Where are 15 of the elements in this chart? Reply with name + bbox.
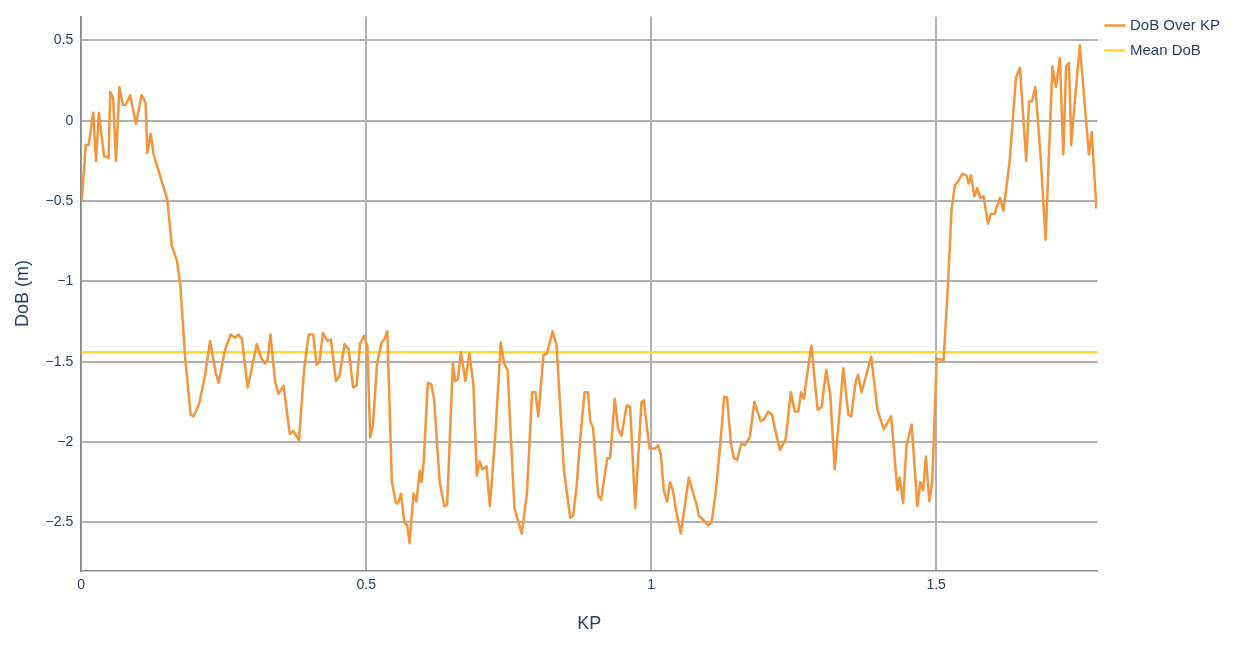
y-tick-label: −0.5 [45,191,74,208]
y-tick-label: −1.5 [45,352,74,369]
legend-label: DoB Over KP [1129,15,1220,33]
x-tick-label: 0.5 [356,575,377,592]
y-tick-label: −2.5 [45,513,74,530]
x-tick-label: 1.5 [926,575,947,592]
legend-label: Mean DoB [1129,40,1201,58]
y-tick-label: −2 [57,432,74,449]
x-tick-label: 0 [77,575,86,592]
x-axis-title: KP [577,613,602,634]
y-tick-label: 0.5 [53,31,74,48]
y-axis-title: DoB (m) [11,260,32,327]
y-tick-label: 0 [65,111,74,128]
y-tick-label: −1 [57,272,74,289]
x-tick-label: 1 [647,575,656,592]
